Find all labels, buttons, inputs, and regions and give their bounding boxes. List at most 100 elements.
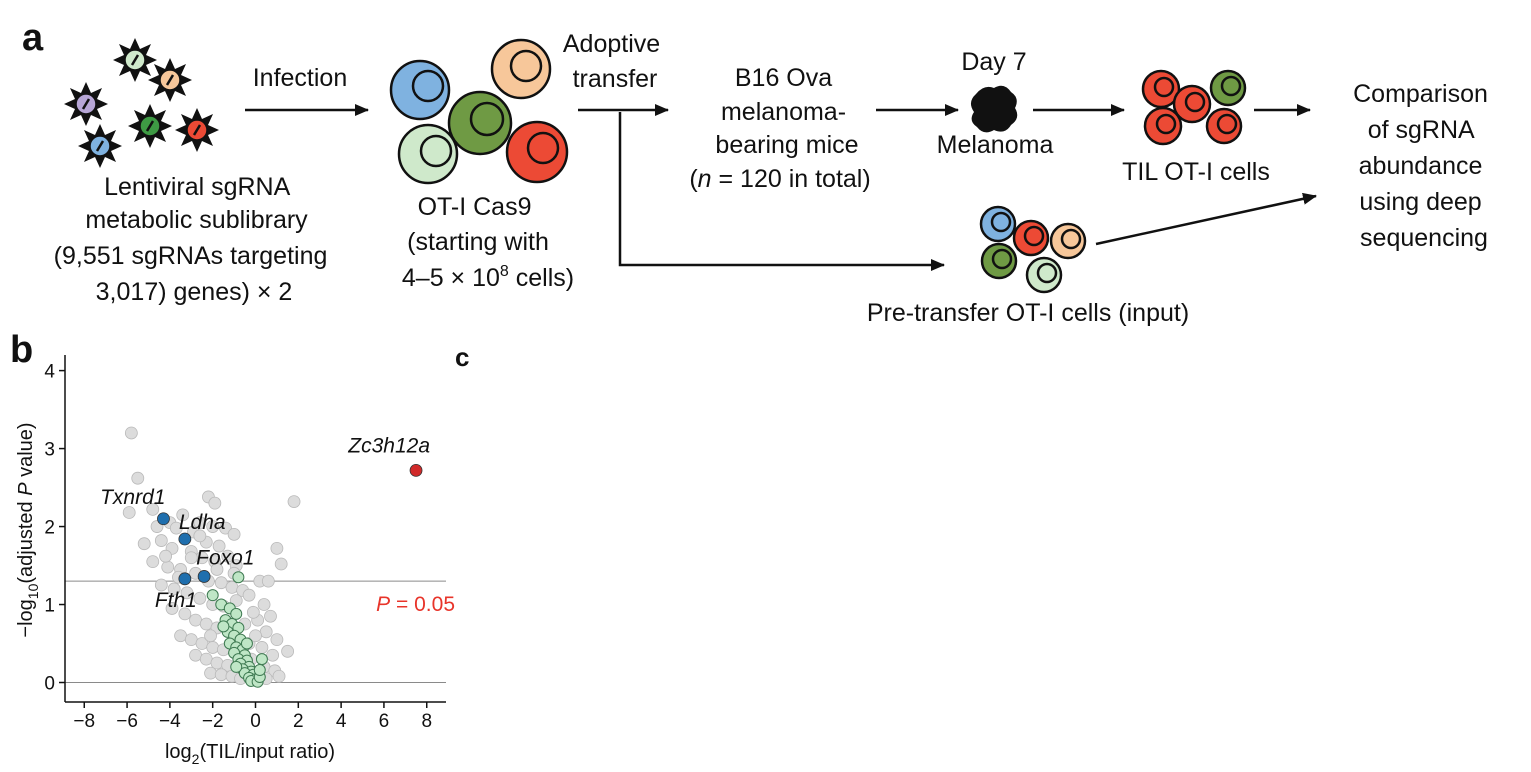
grey-point [137, 537, 151, 551]
grey-point [169, 521, 183, 535]
grey-point [193, 516, 207, 530]
grey-point [122, 506, 136, 519]
pretransfer-label: Pre-transfer OT-I cells (input) [867, 299, 1189, 327]
cell-red [1143, 106, 1183, 146]
library-line: Lentiviral sgRNA [104, 173, 291, 201]
grey-point [154, 534, 168, 547]
lentivirus-particles [64, 38, 219, 168]
x-tick-label: −8 [73, 711, 95, 732]
grey-point [174, 629, 187, 643]
grey-point [281, 644, 295, 658]
green-point [253, 664, 266, 677]
y-tick-label: 4 [44, 362, 55, 383]
grey-point [214, 668, 228, 682]
cell-lightgreen [1025, 256, 1063, 294]
volcano-plot: Zc3h12a Txnrd1 Ldha Foxo1 Fth1 −8 −6 −4 −2 0 2 4 6 8… [44, 355, 446, 732]
grey-point [266, 648, 280, 662]
mice-n: (n = 120 in total) [689, 165, 870, 193]
grey-point [189, 648, 202, 662]
grey-point [206, 641, 220, 654]
melanoma-label: Melanoma [937, 131, 1054, 159]
point-txnrd1 [157, 512, 170, 526]
til-label: TIL OT-I cells [1122, 158, 1270, 186]
grey-point [204, 629, 217, 643]
grey-point [180, 586, 194, 600]
cells-count: 4–5 × 108 cells) [402, 263, 574, 292]
grey-point [219, 521, 232, 535]
cells-line: OT-I Cas9 [418, 193, 532, 221]
grey-point [146, 555, 160, 569]
green-points [206, 571, 268, 688]
input-cells [979, 205, 1087, 294]
green-point [206, 589, 219, 602]
grey-point [214, 576, 228, 590]
grey-point [154, 578, 168, 592]
grey-point [146, 502, 160, 516]
library-line: metabolic sublibrary [85, 206, 308, 234]
x-axis-label: log2(TIL/input ratio) [165, 741, 335, 767]
cells-caption: OT-I Cas9 (starting with [407, 193, 549, 256]
green-point [240, 637, 253, 650]
axes: −8 −6 −4 −2 0 2 4 6 8 0 1 2 3 4 [44, 355, 446, 732]
grey-point [270, 541, 284, 555]
x-tick-label: 4 [336, 711, 347, 732]
x-tick-label: −2 [202, 711, 224, 732]
grey-point [274, 557, 288, 571]
y-tick-label: 3 [44, 440, 55, 461]
library-line: 3,017) genes) × 2 [96, 278, 293, 306]
grey-point [259, 625, 273, 639]
cells-line: (starting with [407, 228, 549, 256]
grey-point [189, 613, 202, 627]
gene-label-zc3h12a: Zc3h12a [347, 434, 430, 457]
green-point [255, 653, 268, 666]
y-axis-label: −log10(adjusted P value) [15, 422, 41, 637]
highlighted-points: Zc3h12a Txnrd1 Ldha Foxo1 Fth1 [100, 434, 430, 611]
grey-point [199, 652, 213, 666]
panel-label-c-fragment: c [455, 342, 469, 372]
virus-icon [113, 38, 157, 82]
grey-point [261, 574, 275, 588]
grey-point [212, 539, 226, 553]
cell-green [980, 242, 1018, 280]
x-tick-label: −4 [159, 711, 181, 732]
y-tick-label: 2 [44, 518, 55, 539]
grey-point [178, 607, 192, 621]
library-line: (9,551 sgRNAs targeting [54, 242, 328, 270]
grey-point [176, 508, 190, 522]
threshold-label: P = 0.05 [376, 593, 455, 616]
cell-red [1172, 84, 1212, 124]
gene-label-foxo1: Foxo1 [196, 546, 254, 569]
x-tick-label: 2 [293, 711, 304, 732]
point-ldha [178, 532, 192, 546]
library-caption: Lentiviral sgRNA metabolic sublibrary (9… [54, 173, 335, 306]
grey-point [204, 666, 217, 680]
grey-point [264, 609, 277, 623]
green-point [230, 660, 243, 673]
ot1-cas9-cells [389, 38, 569, 185]
y-tick-label: 0 [44, 674, 55, 695]
x-tick-label: 8 [421, 711, 432, 732]
gene-label-txnrd1: Txnrd1 [100, 486, 165, 509]
panel-label-a: a [22, 17, 44, 59]
grey-point [210, 563, 224, 576]
grey-point [227, 527, 241, 541]
cell-orange [490, 38, 552, 100]
day-label: Day 7 [961, 48, 1026, 76]
grey-point [131, 471, 145, 485]
green-point [217, 620, 230, 633]
panel-label-b: b [10, 329, 33, 371]
grey-point [246, 605, 260, 619]
grey-point [206, 520, 220, 533]
virus-icon [148, 58, 192, 102]
gene-label-fth1: Fth1 [155, 589, 197, 612]
mice-caption: B16 Ova melanoma- bearing mice [715, 64, 858, 159]
cell-red [505, 120, 569, 184]
infection-label: Infection [253, 64, 348, 92]
x-tick-label: −6 [116, 711, 138, 732]
input-branch-arrow [618, 112, 945, 271]
virus-icon [175, 108, 219, 152]
green-point [230, 607, 243, 620]
grey-point [272, 669, 286, 683]
point-zc3h12a [409, 464, 423, 477]
grey-point [249, 629, 262, 643]
